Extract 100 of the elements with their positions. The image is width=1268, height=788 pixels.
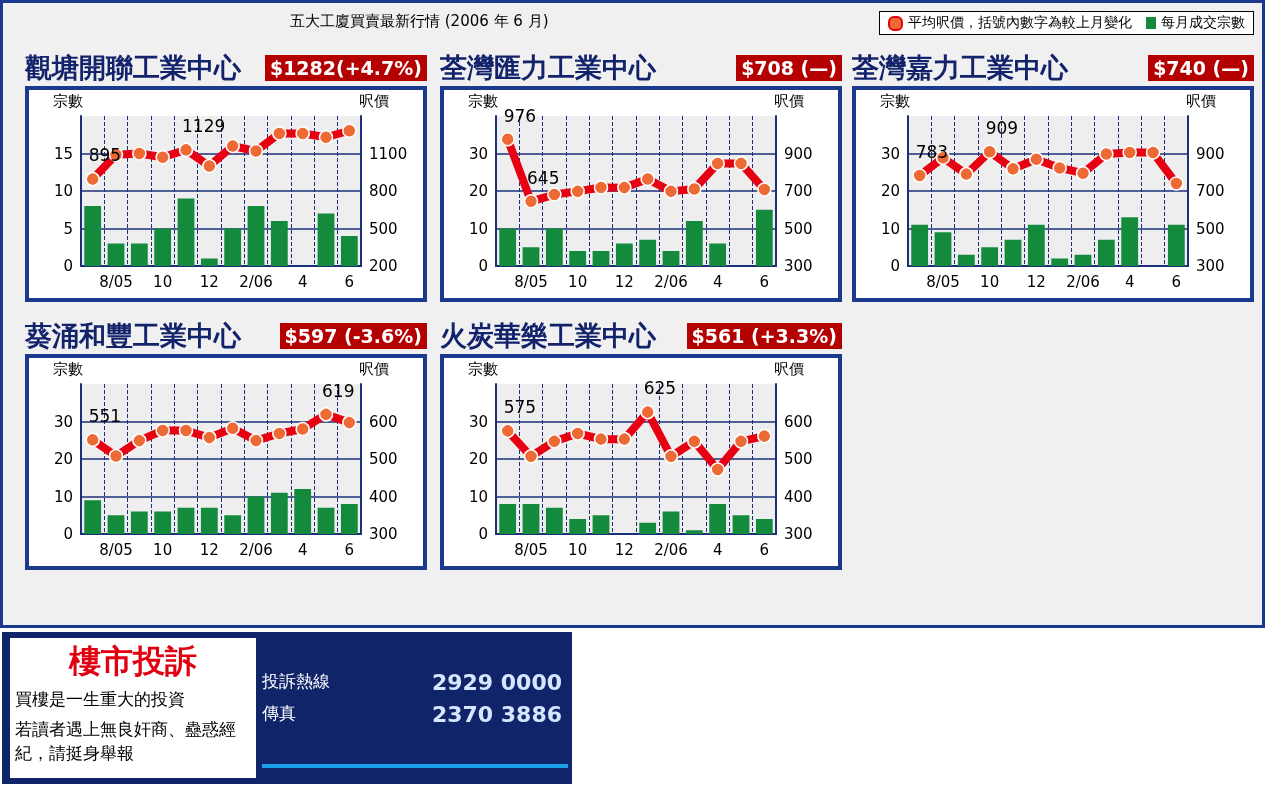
bar bbox=[639, 239, 657, 266]
x-tick-label: 6 bbox=[759, 540, 770, 559]
bar bbox=[317, 507, 335, 534]
bar bbox=[615, 243, 633, 266]
y-tick-label: 30 bbox=[880, 144, 900, 163]
x-tick-label: 10 bbox=[153, 272, 173, 291]
data-label: 575 bbox=[503, 397, 537, 418]
y2-axis-title: 呎價 bbox=[359, 91, 389, 110]
y-tick-label: 30 bbox=[468, 412, 488, 431]
y2-tick-label: 700 bbox=[784, 182, 813, 200]
text: 買樓是一生重大的投資 bbox=[15, 688, 186, 711]
bar bbox=[270, 492, 288, 534]
bar bbox=[154, 511, 172, 534]
data-label: 625 bbox=[643, 378, 677, 399]
bar bbox=[911, 224, 929, 266]
bar bbox=[84, 500, 102, 534]
y2-tick-label: 900 bbox=[1196, 144, 1225, 163]
y2-tick-label: 800 bbox=[369, 182, 398, 200]
y-tick-label: 10 bbox=[468, 487, 488, 506]
x-tick-label: 12 bbox=[1026, 272, 1046, 291]
y2-tick-label: 400 bbox=[369, 487, 398, 506]
text: 2370 3886 bbox=[431, 702, 562, 727]
y2-axis-title: 呎價 bbox=[359, 359, 389, 378]
text: 若讀者遇上無良奸商、蠱惑經紀，請挺身舉報 bbox=[15, 718, 237, 765]
text: 五大工廈買賣最新行情 (2006 年 6 月) bbox=[290, 12, 549, 31]
y2-tick-label: 900 bbox=[784, 144, 813, 163]
y2-tick-label: 500 bbox=[784, 219, 813, 238]
x-tick-label: 12 bbox=[199, 540, 219, 559]
y2-tick-label: 1100 bbox=[369, 144, 408, 163]
y-tick-label: 0 bbox=[478, 257, 488, 275]
bar bbox=[177, 507, 195, 534]
bar bbox=[107, 243, 125, 266]
x-tick-label: 10 bbox=[568, 540, 588, 559]
text: 傳真 bbox=[262, 702, 296, 725]
bar bbox=[981, 247, 999, 266]
bar bbox=[1097, 239, 1115, 266]
y-axis-title: 宗數 bbox=[468, 91, 498, 110]
bar bbox=[1167, 224, 1185, 266]
bar bbox=[709, 243, 727, 266]
y-axis-title: 宗數 bbox=[53, 359, 83, 378]
y-axis-title: 宗數 bbox=[880, 91, 910, 110]
bar bbox=[662, 511, 680, 534]
x-tick-label: 6 bbox=[1171, 272, 1182, 291]
chart-subtitle: $740 (—) bbox=[1148, 55, 1254, 81]
y-axis-title: 宗數 bbox=[468, 359, 498, 378]
x-tick-label: 2/06 bbox=[654, 540, 688, 559]
bar bbox=[499, 504, 517, 534]
x-tick-label: 4 bbox=[712, 272, 723, 291]
bar bbox=[957, 254, 975, 266]
bar bbox=[755, 519, 773, 534]
y2-tick-label: 500 bbox=[369, 450, 398, 468]
y2-tick-label: 500 bbox=[369, 219, 398, 238]
data-label: 551 bbox=[88, 406, 122, 427]
x-tick-label: 12 bbox=[199, 272, 219, 291]
x-tick-label: 6 bbox=[344, 540, 355, 559]
x-tick-label: 4 bbox=[712, 540, 723, 559]
bar bbox=[340, 236, 358, 266]
chart-subtitle: $561 (+3.3%) bbox=[686, 323, 842, 349]
x-tick-label: 2/06 bbox=[239, 540, 273, 559]
bar bbox=[200, 507, 218, 534]
data-label: 909 bbox=[985, 118, 1019, 139]
y2-axis-title: 呎價 bbox=[774, 91, 804, 110]
legend-label: 每月成交宗數 bbox=[1160, 14, 1245, 32]
bar bbox=[200, 258, 218, 266]
y-axis-title: 宗數 bbox=[53, 91, 83, 110]
bar bbox=[545, 507, 563, 534]
data-label: 976 bbox=[503, 105, 537, 126]
x-tick-label: 12 bbox=[614, 272, 634, 291]
x-tick-label: 2/06 bbox=[654, 272, 688, 291]
chart-subtitle: $597 (-3.6%) bbox=[279, 323, 427, 349]
y-tick-label: 30 bbox=[468, 144, 488, 163]
bar bbox=[154, 228, 172, 266]
bar bbox=[1004, 239, 1022, 266]
y-tick-label: 5 bbox=[63, 219, 73, 238]
legend-label: 平均呎價，括號內數字為較上月變化 bbox=[907, 14, 1132, 32]
bar bbox=[130, 243, 148, 266]
bar bbox=[499, 228, 517, 266]
chart-title: 觀塘開聯工業中心 bbox=[25, 51, 241, 85]
y-tick-label: 0 bbox=[63, 525, 73, 543]
bar bbox=[107, 515, 125, 534]
chart-title: 葵涌和豐工業中心 bbox=[25, 319, 241, 353]
y2-tick-label: 400 bbox=[784, 487, 813, 506]
data-label: 1129 bbox=[182, 116, 226, 137]
x-tick-label: 8/05 bbox=[514, 272, 548, 291]
y2-tick-label: 700 bbox=[1196, 182, 1225, 200]
bar bbox=[270, 221, 288, 266]
text: 投訴熱線 bbox=[262, 670, 330, 693]
chart-title: 荃灣嘉力工業中心 bbox=[852, 51, 1068, 85]
y2-tick-label: 300 bbox=[784, 525, 813, 543]
y2-tick-label: 600 bbox=[784, 412, 813, 431]
y2-axis-title: 呎價 bbox=[1186, 91, 1216, 110]
x-tick-label: 4 bbox=[1124, 272, 1135, 291]
y-tick-label: 30 bbox=[53, 412, 73, 431]
y-tick-label: 0 bbox=[63, 257, 73, 275]
bar bbox=[177, 198, 195, 266]
x-tick-label: 4 bbox=[297, 272, 308, 291]
y-tick-label: 20 bbox=[468, 182, 488, 200]
chart-subtitle: $708 (—) bbox=[736, 55, 842, 81]
bar bbox=[224, 228, 242, 266]
y2-tick-label: 600 bbox=[369, 412, 398, 431]
